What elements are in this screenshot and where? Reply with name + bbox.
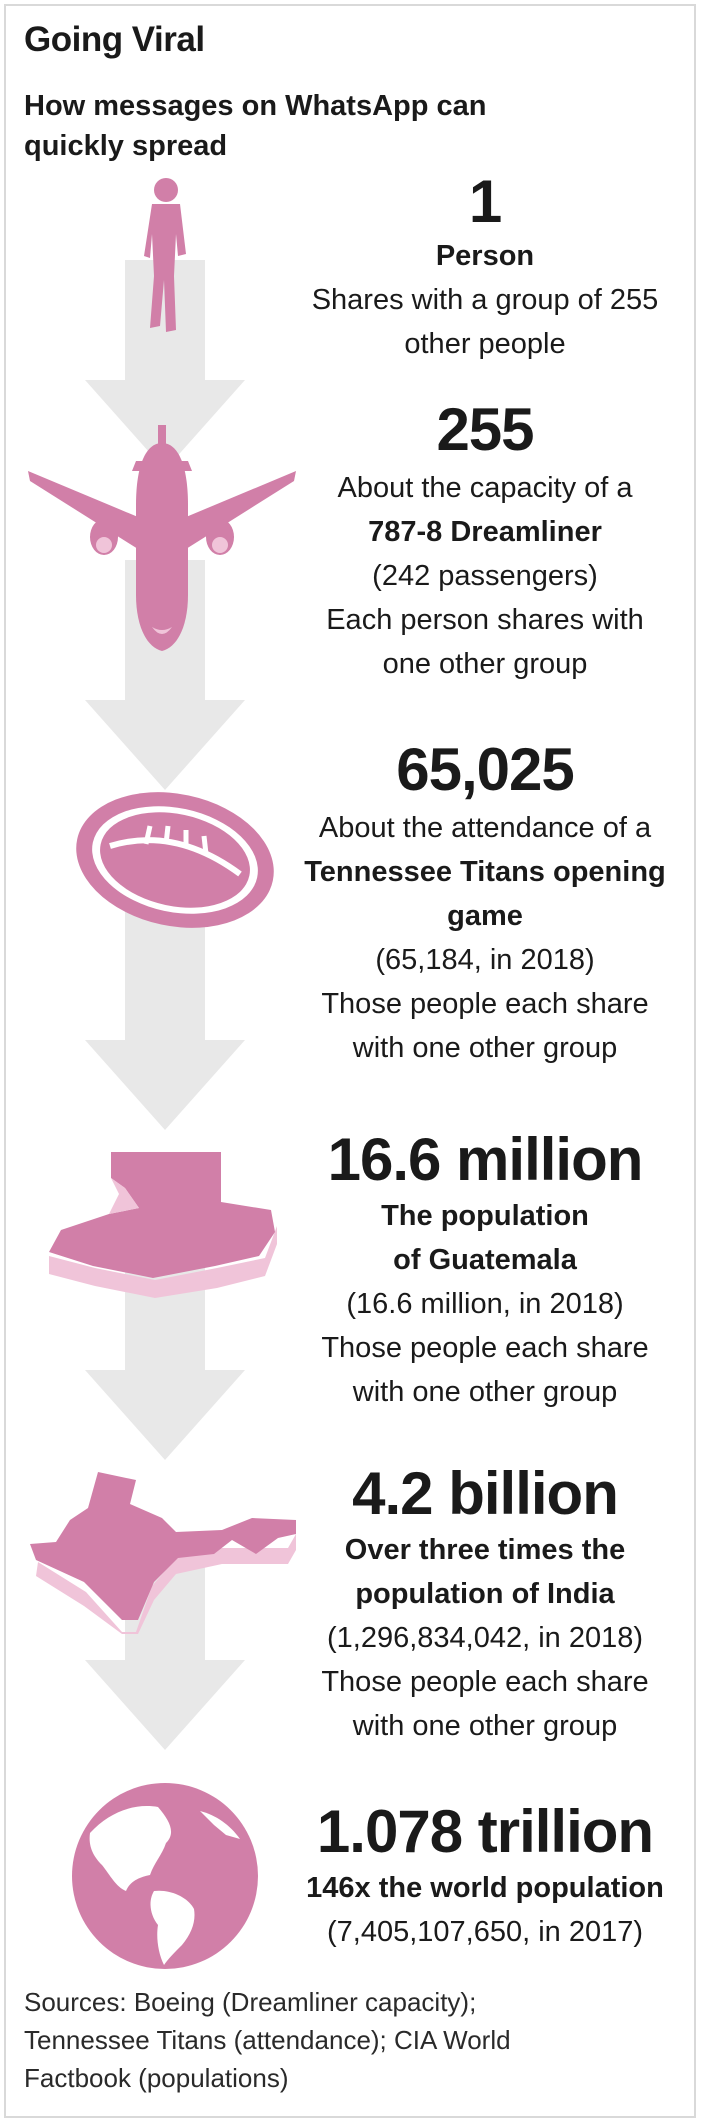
step-5-line-4: Those people each share [321,1666,649,1698]
step-2-line-3: (242 passengers) [372,560,598,592]
page-subtitle: How messages on WhatsApp can quickly spr… [24,90,487,162]
sources-line-3: Factbook (populations) [24,2063,289,2093]
india-map-icon [30,1472,296,1634]
step-5-line-1: Over three times the [344,1534,626,1566]
step-4-line-5: with one other group [352,1376,618,1408]
step-3-line-4: (65,184, in 2018) [375,944,595,976]
step-6-line-2: (7,405,107,650, in 2017) [326,1916,644,1948]
airplane-icon [28,425,296,651]
step-2-line-4: Each person shares with [326,604,644,636]
step-2-line-2: 787-8 Dreamliner [368,516,602,548]
step-3-line-5: Those people each share [321,988,649,1020]
flow-arrow-2 [85,560,245,790]
step-3-line-2: Tennessee Titans opening [304,856,666,888]
step-1-line-1: Person [435,240,535,272]
step-2-line-5: one other group [382,648,588,680]
step-5-line-2: population of India [355,1578,615,1610]
flow-arrow-3 [85,870,245,1130]
step-1-line-3: other people [404,328,566,360]
step-1-line-2: Shares with a group of 255 [311,284,659,316]
person-icon [144,178,186,332]
step-4-line-1: The population [381,1200,589,1232]
step-6-number: 1.078 trillion [316,1798,654,1865]
step-5: 4.2 billion Over three times the populat… [280,1464,690,1748]
step-2-number: 255 [436,396,534,463]
sources-line-1: Sources: Boeing (Dreamliner capacity); [24,1987,477,2017]
step-3: 65,025 About the attendance of a Tenness… [280,740,690,1070]
step-1-number: 1 [468,168,502,235]
sources-note: Sources: Boeing (Dreamliner capacity); T… [24,1983,644,2097]
step-3-line-1: About the attendance of a [318,812,652,844]
step-5-number: 4.2 billion [352,1460,619,1527]
step-3-line-3: game [447,900,523,932]
step-4-number: 16.6 million [327,1126,644,1193]
step-6-line-1: 146x the world population [306,1872,664,1904]
football-icon [76,792,274,928]
step-4-line-3: (16.6 million, in 2018) [346,1288,624,1320]
globe-icon [72,1783,258,1969]
step-3-number: 65,025 [396,736,575,803]
step-3-line-6: with one other group [352,1032,618,1064]
flow-arrow-1 [85,260,245,470]
sources-line-2: Tennessee Titans (attendance); CIA World [24,2025,511,2055]
step-4: 16.6 million The population of Guatemala… [280,1130,690,1414]
step-5-line-5: with one other group [352,1710,618,1742]
step-1: 1 Person Shares with a group of 255 othe… [280,172,690,366]
step-4-line-4: Those people each share [321,1332,649,1364]
step-2: 255 About the capacity of a 787-8 Dreaml… [280,400,690,686]
step-5-line-3: (1,296,834,042, in 2018) [326,1622,644,1654]
step-6: 1.078 trillion 146x the world population… [280,1802,690,1954]
infographic-frame [4,4,696,2118]
step-4-line-2: of Guatemala [393,1244,577,1276]
page-title: Going Viral [24,20,205,59]
guatemala-map-icon [49,1152,277,1298]
step-2-line-1: About the capacity of a [337,472,633,504]
